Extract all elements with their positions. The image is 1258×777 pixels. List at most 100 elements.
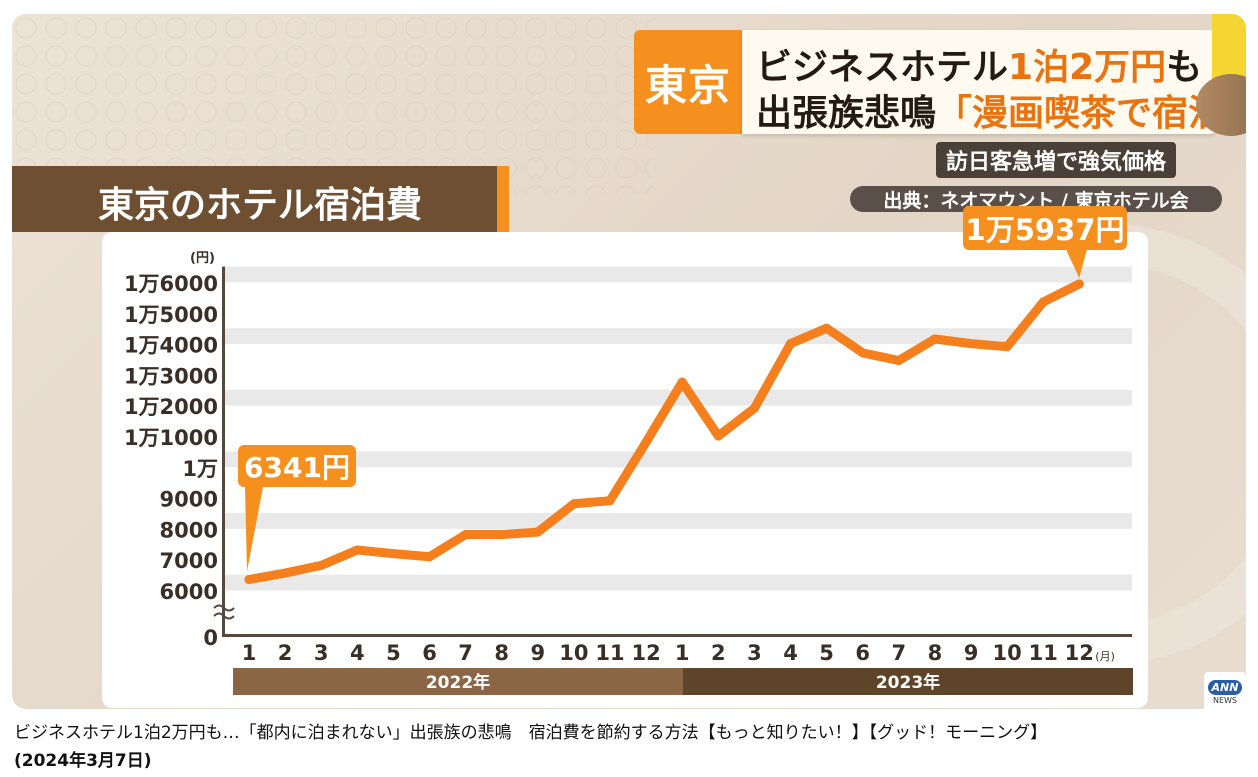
logo-subtext: NEWS (1212, 695, 1238, 705)
caption-date: (2024年3月7日) (14, 751, 152, 771)
region-label: 東京 (634, 30, 742, 134)
data-point (677, 377, 687, 387)
end-value-callout: 1万5937円 (963, 206, 1127, 250)
data-point (388, 549, 398, 559)
headline-2-highlight: 「漫画喫茶で宿泊」 (936, 93, 1246, 134)
grid-band (222, 328, 1132, 345)
grid-band (222, 451, 1132, 468)
data-point (1074, 279, 1084, 289)
chart-title: 東京のホテル宿泊費 (98, 185, 423, 226)
x-tick-label: 3 (314, 641, 329, 665)
axis-break-mark (213, 612, 235, 620)
line-chart: 0 6000 7000 8000 9000 1万 1万1000 1万2000 1万3000 1万4… (124, 248, 1133, 695)
data-point (244, 574, 254, 584)
headline-box: 東京 ビジネスホテル1泊2万円も 出張族悲鳴「漫画喫茶で宿泊」 (634, 30, 1246, 134)
data-point (569, 499, 579, 509)
y-tick-label: 1万2000 (124, 395, 218, 419)
ann-news-logo: ANN NEWS (1204, 672, 1246, 709)
y-axis-line (222, 266, 225, 637)
data-point (352, 545, 362, 555)
x-tick-label: 6 (422, 641, 437, 665)
data-point (713, 431, 723, 441)
grid-band (222, 513, 1132, 529)
series-line (244, 279, 1084, 584)
data-point (1002, 342, 1012, 352)
year-band (233, 668, 683, 695)
x-tick-label: 6 (855, 641, 870, 665)
x-tick-label: 8 (494, 641, 509, 665)
x-tick-label: 11 (1029, 641, 1058, 665)
x-tick-label: 10 (992, 641, 1021, 665)
data-point (1038, 297, 1048, 307)
y-unit-label: (円) (190, 251, 215, 266)
x-tick-label: 2 (278, 641, 293, 665)
y-tick-label: 1万1000 (124, 426, 218, 450)
corner-decoration (1212, 14, 1246, 84)
x-tick-label: 1 (242, 641, 257, 665)
y-tick-label: 7000 (160, 549, 218, 573)
logo-text: ANN (1207, 679, 1243, 695)
data-point (533, 527, 543, 537)
x-tick-label: 10 (559, 641, 588, 665)
headline-line-2: 出張族悲鳴「漫画喫茶で宿泊」 (756, 84, 1246, 136)
start-callout-pointer (245, 487, 263, 572)
year-band (683, 668, 1133, 695)
headline-1-prefix: ビジネスホテル (756, 47, 1009, 88)
x-tick-label: 1 (675, 641, 690, 665)
data-point (894, 356, 904, 366)
headline-panel: ビジネスホテル1泊2万円も 出張族悲鳴「漫画喫茶で宿泊」 (742, 30, 1246, 134)
end-callout-pointer (1065, 248, 1088, 278)
subtitle-badge: 訪日客急増で強気価格 (936, 142, 1177, 178)
data-point (749, 403, 759, 413)
data-point (605, 496, 615, 506)
headline-1-suffix: も (1166, 47, 1203, 88)
data-point (641, 437, 651, 447)
y-tick-label: 1万3000 (124, 364, 218, 388)
y-tick-label: 1万 (182, 457, 218, 481)
x-tick-label: 9 (530, 641, 545, 665)
start-value-callout: 6341円 (238, 445, 356, 487)
y-tick-label: 6000 (160, 580, 218, 604)
wood-decoration (1196, 74, 1246, 136)
data-point (930, 334, 940, 344)
x-tick-label: 5 (819, 641, 834, 665)
chart-title-band: 東京のホテル宿泊費 (12, 166, 509, 232)
headline-2-prefix: 出張族悲鳴 (756, 93, 937, 134)
data-point (822, 323, 832, 333)
x-tick-label: 2 (711, 641, 726, 665)
x-tick-label: 7 (458, 641, 473, 665)
data-point (858, 348, 868, 358)
x-tick-label: 7 (891, 641, 906, 665)
year-label: 2023年 (876, 672, 940, 693)
headline-1-highlight: 1泊2万円 (1008, 47, 1167, 88)
data-point (425, 552, 434, 562)
y-tick-label: 0 (203, 626, 218, 650)
caption-text: ビジネスホテル1泊2万円も…「都内に泊まれない」出張族の悲鳴 宿泊費を節約する方… (14, 723, 1048, 743)
year-label: 2022年 (426, 672, 490, 693)
x-tick-label: 9 (964, 641, 979, 665)
x-tick-label: 12 (631, 641, 660, 665)
data-point (461, 530, 471, 540)
data-point (497, 530, 507, 540)
chart-panel: 0 6000 7000 8000 9000 1万 1万1000 1万2000 1万3000 1万4… (102, 206, 1148, 708)
data-point (316, 560, 326, 570)
x-axis-line (222, 634, 1132, 637)
x-tick-label: 5 (386, 641, 401, 665)
x-tick-label: 4 (783, 641, 798, 665)
y-tick-label: 1万4000 (124, 334, 218, 358)
data-point (786, 339, 795, 349)
y-tick-label: 1万6000 (124, 272, 218, 296)
grid-band (222, 574, 1132, 591)
background-pattern (12, 14, 652, 194)
grid-band (222, 266, 1132, 283)
x-tick-label: 12 (1065, 641, 1094, 665)
data-point (966, 339, 976, 349)
video-frame[interactable]: 東京 ビジネスホテル1泊2万円も 出張族悲鳴「漫画喫茶で宿泊」 訪日客急増で強気… (12, 14, 1246, 709)
y-tick-label: 1万5000 (124, 303, 218, 327)
x-unit-label: (月) (1095, 650, 1115, 663)
x-tick-label: 8 (928, 641, 943, 665)
y-tick-label: 8000 (160, 518, 218, 542)
y-tick-label: 9000 (160, 488, 218, 512)
axis-break-mark (213, 604, 235, 612)
video-caption: ビジネスホテル1泊2万円も…「都内に泊まれない」出張族の悲鳴 宿泊費を節約する方… (14, 719, 1244, 775)
